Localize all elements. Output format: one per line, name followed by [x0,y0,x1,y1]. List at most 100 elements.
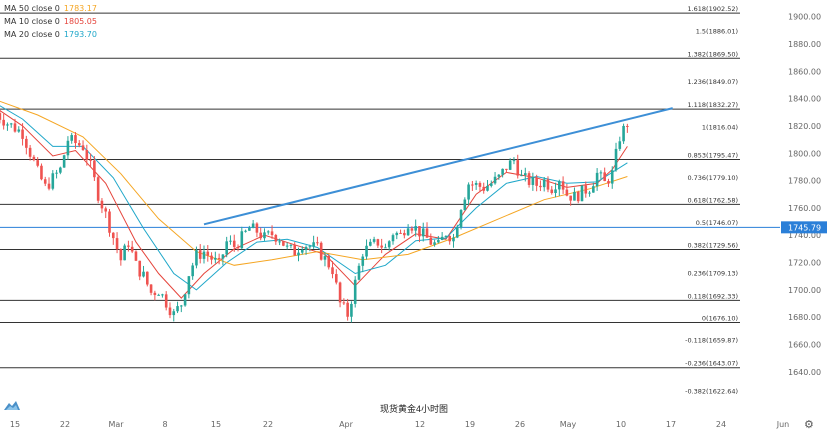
candle-body [248,228,251,231]
fib-label: 1.618(1902.52) [687,5,738,13]
candle-body [142,271,145,277]
price-tick-label: 1720.00 [788,259,821,268]
candle-body [327,256,331,268]
candle-body [108,211,111,233]
settings-gear-icon[interactable]: ⚙ [804,419,814,431]
candle-body [180,305,183,307]
candle-body [482,186,486,191]
candle-body [149,284,153,293]
candle-body [444,235,448,237]
candle-body [448,235,451,242]
fib-label: 1.382(1869.50) [687,50,738,58]
candle-body [25,138,28,148]
candle-body [85,150,89,160]
candle-body [584,185,588,194]
candle-body [2,119,5,126]
price-tick-label: 1840.00 [788,95,821,104]
candle-body [176,306,179,312]
candle-body [319,242,323,260]
candle-body [138,260,142,277]
candle-body [527,173,531,185]
candle-body [266,231,270,233]
candle-body [418,226,421,237]
time-tick-label: Jun [776,420,790,429]
candle-body [346,302,349,317]
candle-body [274,235,278,242]
candle-body [463,199,467,211]
candle-body [387,241,391,248]
candle-body [410,228,414,231]
candle-body [293,244,297,256]
current-price-label: 1745.79 [788,223,821,232]
candle-body [474,183,478,185]
drawings[interactable] [203,107,673,226]
moving-averages [0,100,628,299]
candle-body [32,156,36,161]
candle-body [89,159,92,161]
legend-ma50[interactable]: MA 50 close 0 1783.17 [4,2,97,15]
candle-body [452,237,455,242]
candle-body [40,165,43,180]
candle-body [214,257,217,260]
candle-body [539,185,542,188]
indicator-legend: MA 50 close 0 1783.17 MA 10 close 0 1805.0… [4,2,97,41]
candle-body [512,160,516,162]
legend-ma20[interactable]: MA 20 close 0 1793.70 [4,28,97,41]
candle-body [493,176,497,184]
price-tick-label: 1860.00 [788,67,821,76]
candle-body [240,231,244,249]
candle-body [622,125,625,142]
candle-body [282,241,285,246]
candle-body [202,251,206,259]
fib-label: 1.236(1849.07) [687,78,738,86]
current-price-badge [781,221,827,234]
candle-body [81,145,85,151]
candle-body [406,228,410,236]
candle-body [153,292,157,295]
candle-body [573,191,576,201]
candle-body [47,183,51,189]
time-tick-label: Apr [339,420,354,429]
candle-body [508,160,512,170]
price-tick-label: 1680.00 [788,313,821,322]
legend-ma10[interactable]: MA 10 close 0 1805.05 [4,15,97,28]
price-tick-label: 1640.00 [788,368,821,377]
candle-body [391,235,395,242]
candle-body [312,242,315,247]
time-tick-label: 26 [515,420,525,429]
candle-body [100,200,104,209]
candle-body [119,249,123,261]
candle-body [300,249,304,253]
candle-body [524,173,527,176]
legend-ma20-label: MA 20 close 0 [4,30,60,39]
candle-body [127,245,130,247]
candle-body [115,238,119,250]
candle-body [592,186,595,193]
legend-ma10-value: 1805.05 [63,17,97,26]
candle-body [59,167,62,173]
candle-body [561,181,565,190]
candle-body [111,232,115,239]
candle-body [9,123,13,125]
fib-label: 0(1676.10) [702,315,738,323]
trendline[interactable] [203,107,673,226]
price-tick-label: 1880.00 [788,40,821,49]
candle-body [437,240,440,243]
candle-body [478,183,482,187]
candle-body [365,245,368,257]
candle-body [369,241,372,246]
candle-body [308,246,312,248]
time-tick-label: 19 [465,420,475,429]
candle-body [497,174,501,177]
ma-line-ma20 [0,105,628,291]
candle-body [516,160,520,176]
candle-body [210,255,213,260]
candle-body [13,123,17,132]
tradingview-logo-icon[interactable] [3,399,21,411]
price-axis: 1.618(1902.52) 1.5(1886.01) 1.382(1869.50)… [685,5,827,396]
price-tick-label: 1660.00 [788,341,821,350]
legend-ma20-value: 1793.70 [63,30,97,39]
price-tick-label: 1780.00 [788,177,821,186]
candle-body [610,170,614,184]
